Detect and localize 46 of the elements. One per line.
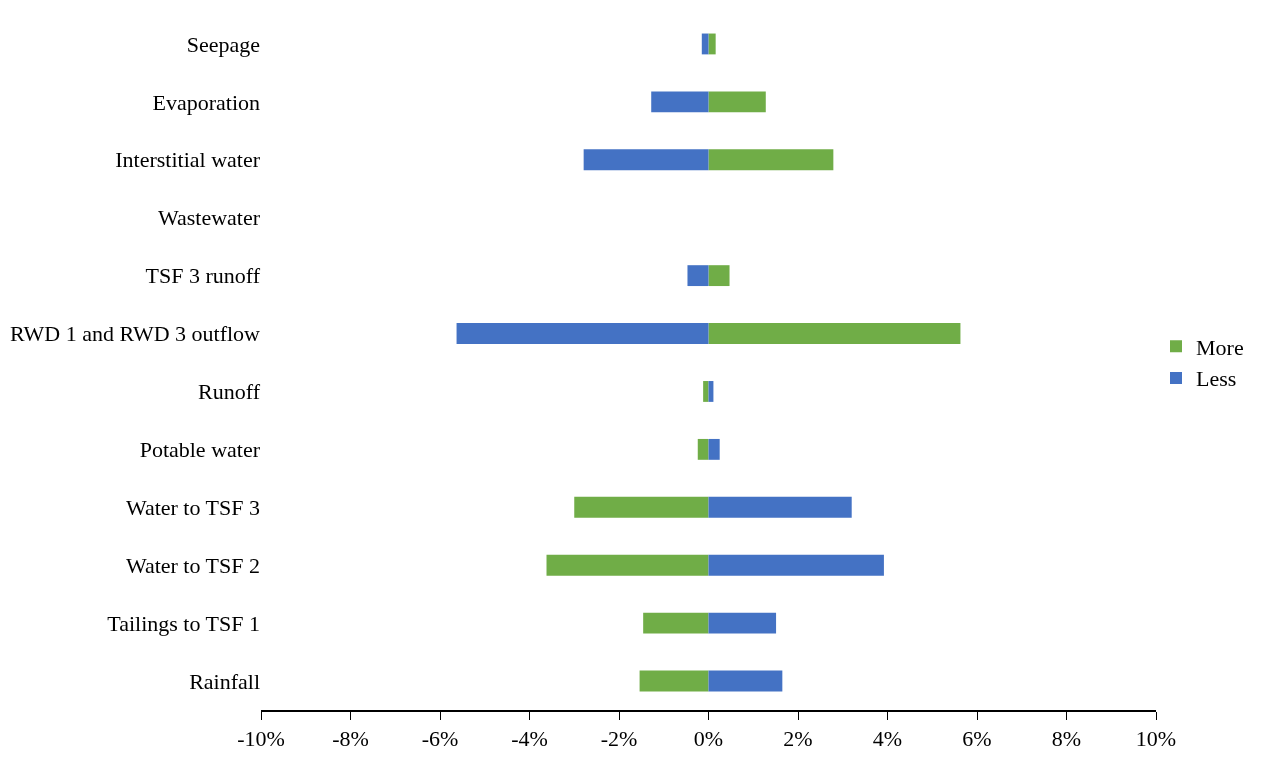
y-tick-label: Water to TSF 3 xyxy=(125,494,260,520)
bar xyxy=(708,265,730,287)
bar xyxy=(651,91,709,113)
bar xyxy=(574,496,709,518)
bar xyxy=(546,554,709,576)
x-tick-label: -6% xyxy=(421,726,459,752)
bar xyxy=(708,612,777,634)
x-tick-label: -2% xyxy=(600,726,638,752)
y-tick-label: Runoff xyxy=(198,379,261,405)
bar xyxy=(708,670,783,692)
x-tick-label: -10% xyxy=(237,726,285,752)
y-tick-label: RWD 1 and RWD 3 outflow xyxy=(10,321,261,347)
y-tick-label: Rainfall xyxy=(189,668,260,694)
bar xyxy=(708,33,716,55)
bar xyxy=(583,149,709,171)
x-tick-label: 4% xyxy=(872,726,903,752)
bar xyxy=(708,496,852,518)
x-tick-label: 8% xyxy=(1051,726,1082,752)
x-tick-label: 0% xyxy=(693,726,724,752)
bar xyxy=(708,91,766,113)
legend-label: More xyxy=(1196,334,1244,360)
bar xyxy=(708,149,834,171)
y-tick-label: Potable water xyxy=(139,437,261,463)
y-tick-label: Seepage xyxy=(186,31,260,57)
bar xyxy=(701,33,709,55)
y-tick-label: TSF 3 runoff xyxy=(145,263,261,289)
bar xyxy=(708,438,720,460)
bar xyxy=(687,265,709,287)
bar xyxy=(643,612,709,634)
y-tick-label: Evaporation xyxy=(152,89,260,115)
bar xyxy=(456,323,709,344)
x-tick-label: -4% xyxy=(511,726,548,752)
bar xyxy=(703,381,709,402)
legend-label: Less xyxy=(1196,366,1237,392)
x-tick-label: 6% xyxy=(962,726,992,752)
bar xyxy=(708,323,961,344)
x-tick-label: 2% xyxy=(783,726,813,752)
y-tick-label: Water to TSF 2 xyxy=(125,552,260,578)
y-tick-label: Wastewater xyxy=(157,205,261,231)
y-tick-label: Tailings to TSF 1 xyxy=(107,610,260,636)
bar xyxy=(639,670,709,692)
bar xyxy=(697,438,709,460)
x-tick-label: -8% xyxy=(332,726,369,752)
y-tick-label: Interstitial water xyxy=(115,147,261,173)
bar xyxy=(708,554,884,576)
x-tick-label: 10% xyxy=(1135,726,1177,752)
